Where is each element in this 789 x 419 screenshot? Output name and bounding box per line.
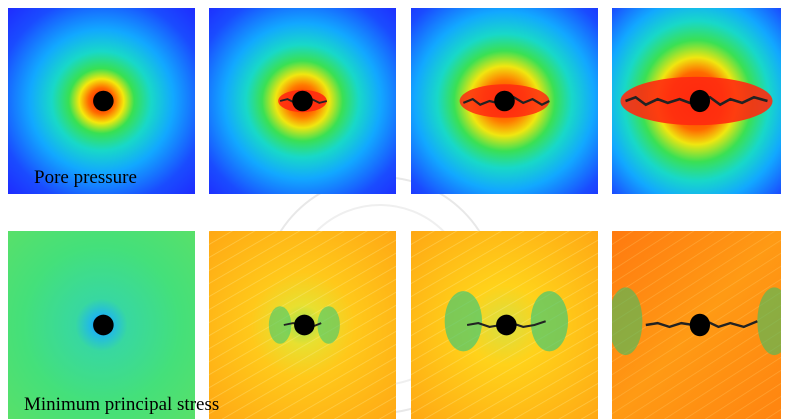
pore-pressure-panel-3 <box>411 8 598 194</box>
pore-pressure-panel-2 <box>209 8 396 194</box>
pore-pressure-label: Pore pressure <box>34 167 137 188</box>
min-principal-stress-panel-4 <box>612 231 781 419</box>
min-principal-stress-panel-2 <box>209 231 396 419</box>
min-principal-stress-label: Minimum principal stress <box>24 394 220 415</box>
pore-pressure-panel-1 <box>8 8 195 194</box>
min-principal-stress-panel-3 <box>411 231 598 419</box>
pore-pressure-panel-4 <box>612 8 781 194</box>
min-principal-stress-panel-1 <box>8 231 195 419</box>
